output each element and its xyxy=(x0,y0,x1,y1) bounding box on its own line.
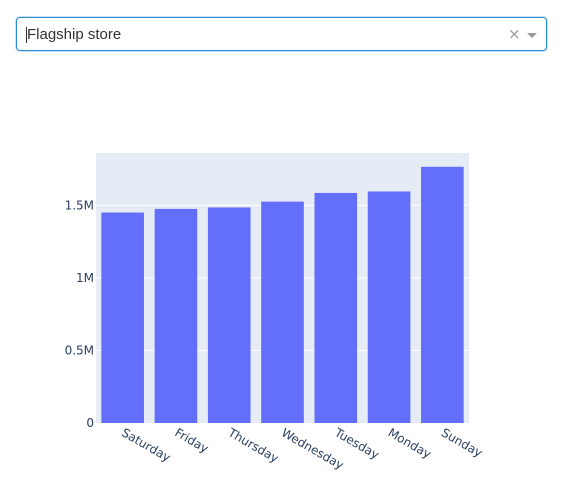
dropdown-selected-value: Flagship store xyxy=(27,26,122,43)
store-dropdown[interactable]: Flagship store × xyxy=(16,17,547,51)
y-tick-label: 0 xyxy=(86,416,94,430)
y-tick-label: 1.5M xyxy=(65,198,94,212)
bar-friday[interactable] xyxy=(154,208,198,423)
y-tick-label: 1M xyxy=(76,271,94,285)
x-tick-label: Thursday xyxy=(225,425,281,466)
x-tick-label: Monday xyxy=(386,425,434,461)
y-tick-label: 0.5M xyxy=(65,343,94,357)
bar-monday[interactable] xyxy=(367,191,411,423)
text-cursor xyxy=(26,27,27,43)
bar-wednesday[interactable] xyxy=(261,201,304,423)
bar-sunday[interactable] xyxy=(421,166,464,423)
bar-tuesday[interactable] xyxy=(314,192,358,423)
chevron-down-icon[interactable] xyxy=(527,33,537,38)
y-axis-ticks: 0 0.5M 1M 1.5M xyxy=(65,198,94,430)
bars xyxy=(101,166,464,423)
x-tick-label: Friday xyxy=(172,425,211,455)
clear-icon[interactable]: × xyxy=(508,25,521,43)
x-tick-label: Saturday xyxy=(119,425,173,464)
x-tick-label: Sunday xyxy=(439,425,485,460)
bar-saturday[interactable] xyxy=(101,212,144,423)
bar-thursday[interactable] xyxy=(207,207,251,423)
